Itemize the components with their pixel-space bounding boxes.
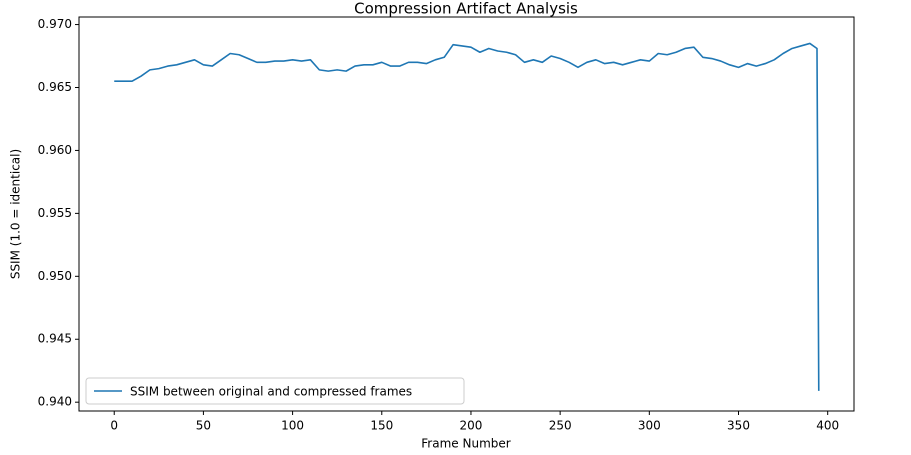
y-tick-label: 0.960	[38, 143, 72, 157]
y-tick-label: 0.940	[38, 395, 72, 409]
x-tick-label: 100	[281, 419, 304, 433]
x-tick-label: 300	[638, 419, 661, 433]
y-tick-label: 0.950	[38, 269, 72, 283]
chart-title: Compression Artifact Analysis	[354, 0, 578, 18]
y-tick-label: 0.955	[38, 206, 72, 220]
x-tick-label: 0	[110, 419, 118, 433]
legend-label: SSIM between original and compressed fra…	[130, 385, 412, 399]
legend-box	[85, 377, 465, 405]
x-tick-label: 400	[816, 419, 839, 433]
y-tick-label: 0.945	[38, 332, 72, 346]
y-axis-label: SSIM (1.0 = identical)	[9, 149, 23, 279]
x-tick-label: 50	[196, 419, 211, 433]
data-line	[114, 42, 820, 391]
x-tick-label: 250	[549, 419, 572, 433]
y-tick-label: 0.965	[38, 80, 72, 94]
plot-frame	[78, 16, 855, 412]
x-tick-label: 200	[460, 419, 483, 433]
x-tick-label: 350	[727, 419, 750, 433]
y-tick-label: 0.970	[38, 17, 72, 31]
x-axis-label: Frame Number	[421, 437, 510, 451]
x-tick-label: 150	[370, 419, 393, 433]
